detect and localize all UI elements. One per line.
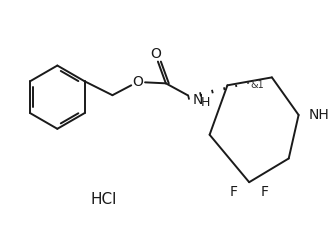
Text: O: O (133, 75, 144, 89)
Text: &1: &1 (250, 80, 264, 90)
Text: H: H (200, 96, 210, 109)
Text: N: N (192, 93, 203, 107)
Text: F: F (229, 185, 237, 199)
Text: O: O (151, 47, 162, 61)
Text: HCl: HCl (91, 191, 117, 207)
Text: F: F (261, 185, 269, 199)
Text: NH: NH (308, 108, 329, 122)
